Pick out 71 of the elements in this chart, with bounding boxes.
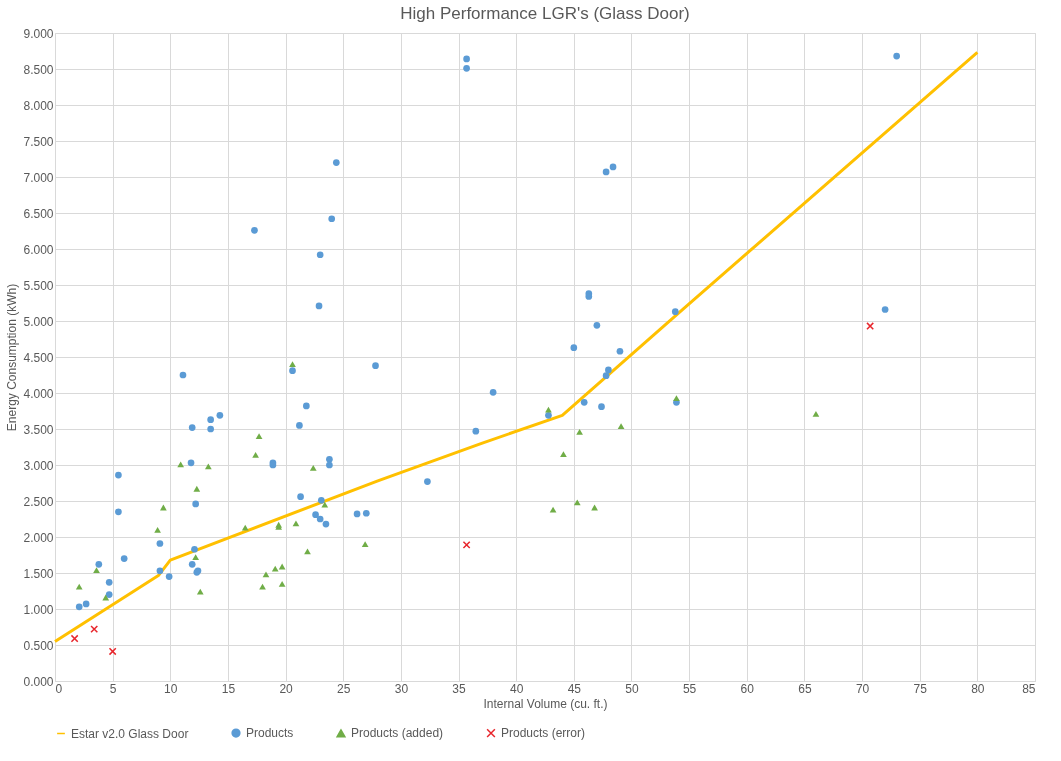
y-tick-label: 7.000 xyxy=(23,170,54,185)
point xyxy=(812,410,820,417)
point xyxy=(255,433,263,440)
y-axis-title: Energy Consumption (kWh) xyxy=(5,283,20,432)
line-series xyxy=(53,50,979,643)
y-tick-label: 4.000 xyxy=(23,386,54,401)
point xyxy=(262,571,270,578)
y-tick-label: 8.500 xyxy=(23,62,54,77)
point xyxy=(252,452,259,458)
point xyxy=(278,580,286,587)
point xyxy=(549,506,557,513)
y-tick-label: 0.000 xyxy=(23,674,54,689)
x-tick-label: 10 xyxy=(164,681,178,696)
x-tick-label: 15 xyxy=(221,681,236,696)
point xyxy=(560,451,567,458)
point xyxy=(289,361,296,368)
point xyxy=(576,428,583,435)
x-tick-label: 25 xyxy=(337,681,351,696)
point xyxy=(93,567,100,574)
y-tick-label: 3.500 xyxy=(23,422,54,437)
y-tick-label: 5.000 xyxy=(23,314,54,329)
y-tick-label: 2.000 xyxy=(23,530,54,545)
y-tick-label: 0.500 xyxy=(23,638,54,653)
legend-label: Estar v2.0 Glass Door xyxy=(71,726,189,741)
x-tick-label: 75 xyxy=(913,681,928,696)
x-tick-label: 0 xyxy=(55,681,63,696)
point xyxy=(617,423,625,430)
x-tick-label: 40 xyxy=(510,681,524,696)
y-tick-label: 6.000 xyxy=(23,242,54,257)
x-tick-label: 55 xyxy=(682,681,697,696)
point xyxy=(75,583,83,590)
point xyxy=(309,464,317,471)
y-tick-label: 7.500 xyxy=(23,134,54,149)
y-tick-label: 1.500 xyxy=(23,566,54,581)
point xyxy=(192,554,200,561)
legend-label: Products xyxy=(246,726,294,741)
y-tick-label: 2.500 xyxy=(23,494,54,509)
point xyxy=(673,395,680,401)
point xyxy=(193,485,201,492)
point xyxy=(177,461,185,468)
x-tick-label: 70 xyxy=(855,681,870,696)
point xyxy=(196,588,204,595)
point xyxy=(321,501,329,508)
y-tick-label: 1.000 xyxy=(23,602,54,617)
y-tick-label: 4.500 xyxy=(23,350,54,365)
point xyxy=(241,524,249,531)
x-tick-label: 80 xyxy=(971,681,985,696)
y-tick-label: 3.000 xyxy=(23,458,54,473)
legend-label: Products (error) xyxy=(501,726,586,741)
x-tick-label: 35 xyxy=(452,681,467,696)
chart-title: High Performance LGR's (Glass Door) xyxy=(400,4,690,23)
point xyxy=(292,520,300,527)
point xyxy=(259,583,266,590)
y-tick-label: 8.000 xyxy=(23,98,54,113)
x-tick-label: 5 xyxy=(109,681,117,696)
point xyxy=(271,565,279,572)
x-tick-label: 45 xyxy=(567,681,582,696)
point xyxy=(90,625,99,634)
point xyxy=(361,541,369,548)
x-tick-label: 85 xyxy=(1022,681,1036,696)
x-axis-title: Internal Volume (cu. ft.) xyxy=(483,696,608,711)
x-tick-label: 65 xyxy=(798,681,812,696)
y-tick-label: 9.000 xyxy=(23,26,54,41)
x-tick-label: 60 xyxy=(740,681,755,696)
point xyxy=(154,526,161,533)
legend-label: Products (added) xyxy=(351,726,444,741)
y-tick-label: 6.500 xyxy=(23,206,54,221)
x-tick-label: 20 xyxy=(279,681,294,696)
x-tick-label: 50 xyxy=(625,681,639,696)
x-tick-label: 30 xyxy=(394,681,409,696)
y-tick-label: 5.500 xyxy=(23,278,54,293)
